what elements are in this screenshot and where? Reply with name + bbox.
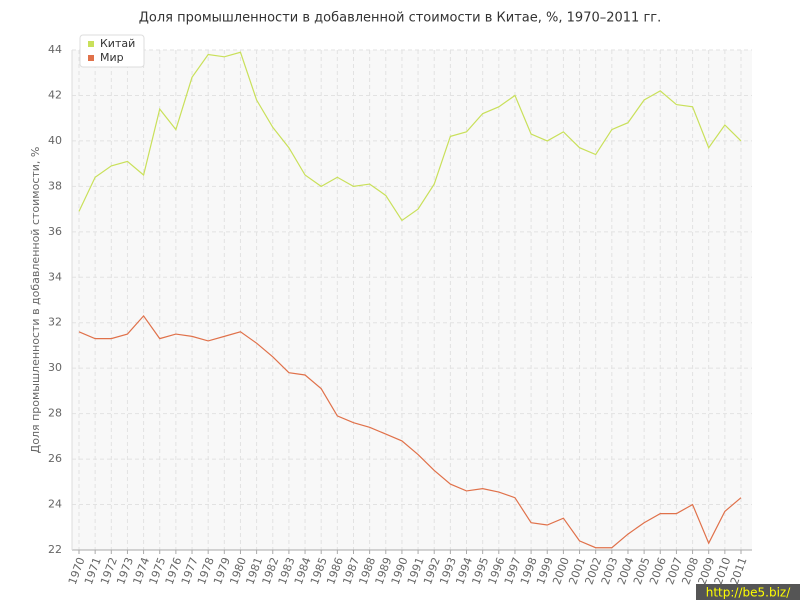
y-tick-label: 38 xyxy=(48,179,62,192)
y-tick-label: 32 xyxy=(48,316,62,329)
plot-area xyxy=(72,50,752,550)
y-tick-label: 22 xyxy=(48,543,62,556)
series-line xyxy=(78,314,742,549)
y-axis-label: Доля промышленности в добавленной стоимо… xyxy=(29,147,42,454)
y-tick-label: 28 xyxy=(48,407,62,420)
series-line xyxy=(78,51,742,222)
y-tick-label: 30 xyxy=(48,361,62,374)
legend-box xyxy=(79,34,145,68)
y-tick-label: 36 xyxy=(48,225,62,238)
legend-swatch xyxy=(88,55,94,61)
y-tick-label: 26 xyxy=(48,452,62,465)
y-tick-label: 40 xyxy=(48,134,62,147)
legend-label: Китай xyxy=(100,37,135,50)
chart-title: Доля промышленности в добавленной стоимо… xyxy=(139,11,662,26)
y-tick-label: 34 xyxy=(48,270,62,283)
watermark: http://be5.biz/ xyxy=(706,586,791,600)
legend-swatch xyxy=(88,41,94,47)
y-tick-label: 42 xyxy=(48,88,62,101)
legend-label: Мир xyxy=(100,51,124,64)
y-tick-label: 44 xyxy=(48,43,62,56)
watermark-bg xyxy=(696,584,800,600)
y-tick-label: 24 xyxy=(48,498,62,511)
